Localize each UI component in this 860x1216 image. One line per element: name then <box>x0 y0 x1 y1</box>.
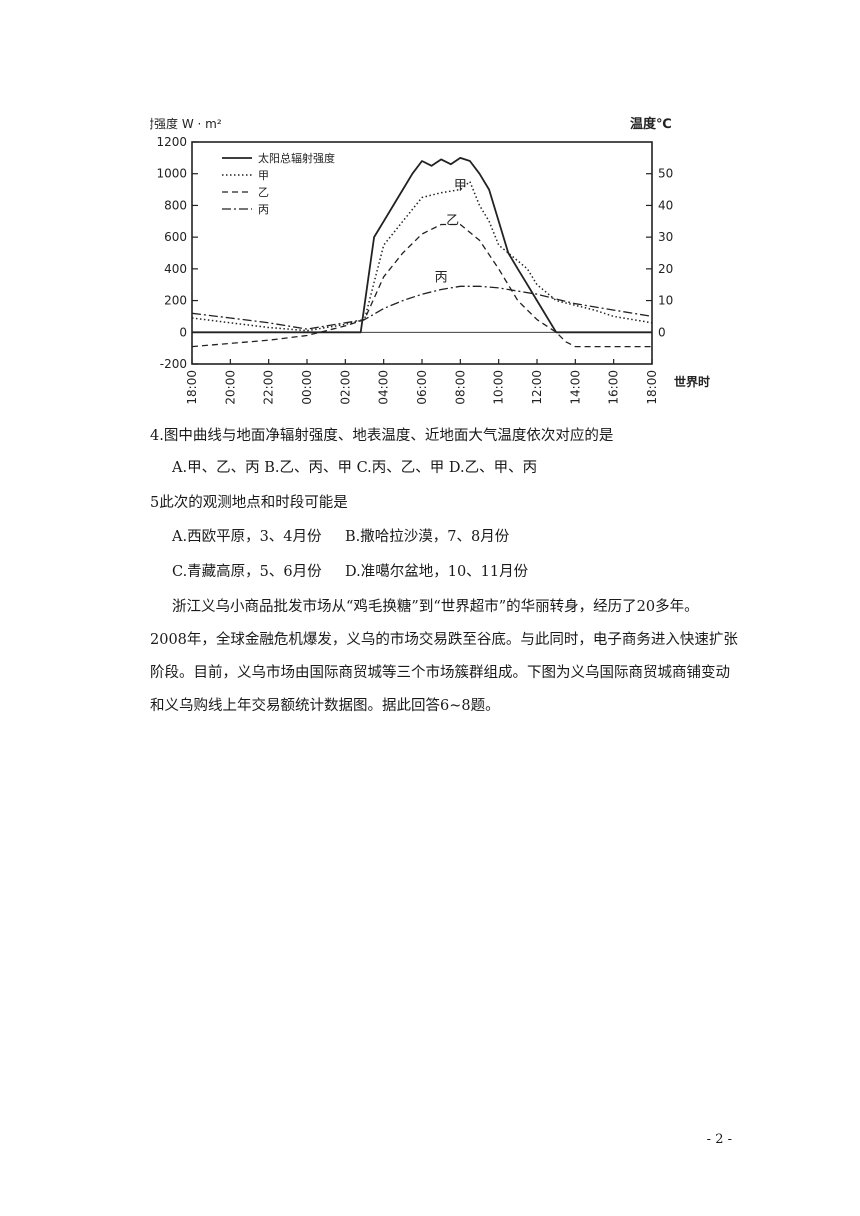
chart-svg: 1200 1000 800 600 400 200 0 -200 50 40 30 20 10 0 18:0… <box>150 116 710 405</box>
y-left-tick-label: 800 <box>164 198 187 212</box>
x-tick-label: 16:00 <box>607 370 621 405</box>
x-tick-label: 06:00 <box>415 370 429 405</box>
y-left-axis-title: 辐射强度 W · m² <box>150 116 222 131</box>
passage-line-4: 和义乌购线上年交易额统计数据图。据此回答6~8题。 <box>150 698 500 714</box>
passage-line-2: 2008年，全球金融危机爆发，义乌的市场交易跌至谷底。与此同时，电子商务进入快速… <box>150 632 738 648</box>
question-5-option-b: B.撒哈拉沙漠，7、8月份 <box>345 529 510 545</box>
y-left-tick-label: 1000 <box>156 167 187 181</box>
y-right-tick-label: 10 <box>658 294 673 308</box>
radiation-temperature-chart: 1200 1000 800 600 400 200 0 -200 50 40 30 20 10 0 18:0… <box>150 108 720 420</box>
x-tick-label: 18:00 <box>185 370 199 405</box>
x-tick-label: 00:00 <box>300 370 314 405</box>
x-axis-title: 世界时 <box>674 374 710 389</box>
x-tick-label: 18:00 <box>645 370 659 405</box>
question-5-option-c: C.青藏高原，5、6月份 <box>172 564 322 580</box>
x-tick-label: 20:00 <box>223 370 237 405</box>
y-right-tick-label: 0 <box>658 325 666 339</box>
y-right-tick-label: 50 <box>658 167 673 181</box>
x-tick-label: 02:00 <box>338 370 352 405</box>
y-left-tick-label: -200 <box>160 357 187 371</box>
x-tick-label: 12:00 <box>530 370 544 405</box>
y-right-tick-label: 20 <box>658 262 673 276</box>
passage-line-1: 浙江义乌小商品批发市场从“鸡毛换糖”到“世界超市”的华丽转身，经历了20多年。 <box>172 599 699 615</box>
curve-annotation-甲: 甲 <box>454 179 467 194</box>
legend-label: 甲 <box>258 169 269 182</box>
y-right-axis-title: 温度℃ <box>630 116 672 132</box>
series-line-丙 <box>191 285 653 330</box>
page-number: - 2 - <box>706 1132 732 1147</box>
legend-label: 丙 <box>258 203 269 216</box>
question-5-option-a: A.西欧平原，3、4月份 <box>172 529 322 545</box>
curve-annotation-丙: 丙 <box>435 271 448 286</box>
legend-label: 乙 <box>258 186 269 199</box>
series-line-乙 <box>191 223 652 348</box>
y-left-tick-label: 600 <box>164 230 187 244</box>
y-right-tick-label: 30 <box>658 230 673 244</box>
x-tick-label: 22:00 <box>262 370 276 405</box>
y-left-tick-label: 1200 <box>156 135 187 149</box>
y-left-tick-label: 0 <box>179 325 187 339</box>
question-5-option-d: D.准噶尔盆地，10、11月份 <box>345 564 529 580</box>
curve-annotation-乙: 乙 <box>446 213 459 228</box>
y-left-tick-label: 400 <box>164 262 187 276</box>
y-right-tick-label: 40 <box>658 198 673 212</box>
series-line-甲 <box>191 180 653 332</box>
passage-line-3: 阶段。目前，义乌市场由国际商贸城等三个市场簇群组成。下图为义乌国际商贸城商铺变动 <box>150 665 730 681</box>
question-5: 5此次的观测地点和时段可能是 <box>150 495 348 511</box>
question-4: 4.图中曲线与地面净辐射强度、地表温度、近地面大气温度依次对应的是 <box>150 428 614 444</box>
x-tick-label: 10:00 <box>492 370 506 405</box>
y-left-tick-label: 200 <box>164 294 187 308</box>
x-tick-label: 08:00 <box>453 370 467 405</box>
x-tick-label: 04:00 <box>377 370 391 405</box>
series-line-太阳总辐射强度 <box>192 157 652 334</box>
legend-label: 太阳总辐射强度 <box>258 151 335 165</box>
x-tick-label: 14:00 <box>568 370 582 405</box>
question-4-options: A.甲、乙、丙 B.乙、丙、甲 C.丙、乙、甲 D.乙、甲、丙 <box>172 460 538 476</box>
